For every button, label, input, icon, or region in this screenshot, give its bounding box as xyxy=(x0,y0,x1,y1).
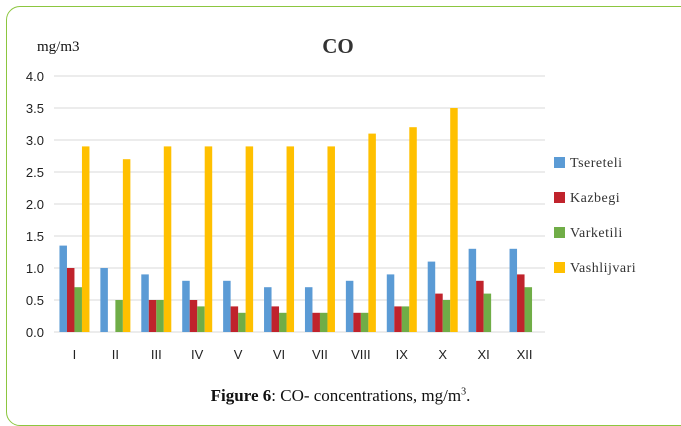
y-tick-label: 2.0 xyxy=(26,197,44,212)
y-tick-label: 3.5 xyxy=(26,101,44,116)
bar-vashlijvari-IX xyxy=(409,127,417,332)
bar-varketili-XII xyxy=(524,287,533,332)
x-tick-label: IV xyxy=(191,347,204,362)
bar-vashlijvari-I xyxy=(81,146,90,332)
chart-title: CO xyxy=(322,34,354,58)
x-tick-label: XII xyxy=(517,347,533,362)
bar-tsereteli-VII xyxy=(304,287,313,332)
caption-sup: 3 xyxy=(461,386,467,398)
caption-text: : CO- concentrations, mg/m xyxy=(271,386,462,405)
y-tick-label: 0.5 xyxy=(26,293,44,308)
bar-kazbegi-XII xyxy=(517,274,525,332)
y-tick-label: 2.5 xyxy=(26,165,44,180)
x-tick-label: VI xyxy=(273,347,285,362)
gridlines xyxy=(54,75,545,333)
legend-label: Vashlijvari xyxy=(570,261,636,276)
bar-kazbegi-IV xyxy=(189,300,198,332)
x-tick-label: X xyxy=(438,347,447,362)
co-bar-chart: mg/m3 CO 0.00.51.01.52.02.53.03.54.0 I II… xyxy=(26,34,636,362)
y-tick-label: 1.0 xyxy=(26,261,44,276)
x-tick-label: VII xyxy=(312,347,328,362)
y-tick-label: 0.0 xyxy=(26,325,44,340)
x-tick-label: XI xyxy=(477,347,489,362)
bar-kazbegi-III xyxy=(148,300,157,332)
bar-tsereteli-IX xyxy=(386,274,395,332)
bar-varketili-VIII xyxy=(360,312,369,332)
legend-swatch xyxy=(554,157,565,168)
figure-caption: Figure 6: CO- concentrations, mg/m3. xyxy=(0,386,681,406)
bar-vashlijvari-VIII xyxy=(368,133,376,332)
x-tick-label: II xyxy=(112,347,119,362)
bar-vashlijvari-X xyxy=(450,108,458,332)
bar-kazbegi-IX xyxy=(394,306,402,332)
bar-tsereteli-I xyxy=(59,245,67,332)
bar-varketili-XI xyxy=(483,293,492,332)
bar-kazbegi-VIII xyxy=(353,312,361,332)
bar-vashlijvari-VII xyxy=(327,146,335,332)
caption-end: . xyxy=(466,386,471,405)
bar-tsereteli-III xyxy=(141,274,149,332)
bar-tsereteli-X xyxy=(427,261,436,332)
bar-vashlijvari-V xyxy=(245,146,254,332)
bar-kazbegi-XI xyxy=(476,280,484,332)
bar-varketili-II xyxy=(115,300,123,332)
legend-label: Varketili xyxy=(570,226,623,241)
x-tick-label: VIII xyxy=(351,347,371,362)
bar-kazbegi-V xyxy=(230,306,239,332)
x-tick-label: I xyxy=(73,347,77,362)
bar-tsereteli-VIII xyxy=(345,280,354,332)
legend-swatch xyxy=(554,192,565,203)
bar-varketili-VI xyxy=(279,312,287,332)
caption-label: Figure 6 xyxy=(210,386,272,405)
bar-tsereteli-XII xyxy=(509,248,518,332)
bars xyxy=(59,108,533,332)
bar-varketili-IV xyxy=(197,306,205,332)
y-tick-label: 1.5 xyxy=(26,229,44,244)
legend-label: Kazbegi xyxy=(570,191,620,206)
legend-swatch xyxy=(554,227,565,238)
legend: Tsereteli Kazbegi Varketili Vashlijvari xyxy=(554,156,636,276)
bar-vashlijvari-III xyxy=(163,146,172,332)
bar-varketili-V xyxy=(238,312,246,332)
bar-kazbegi-VII xyxy=(312,312,320,332)
bar-tsereteli-II xyxy=(100,268,108,332)
y-tick-labels: 0.0 0.5 1.0 1.5 2.0 2.5 3.0 3.5 4.0 xyxy=(26,69,44,340)
bar-kazbegi-X xyxy=(435,293,443,332)
bar-tsereteli-VI xyxy=(264,287,272,332)
bar-vashlijvari-VI xyxy=(286,146,295,332)
bar-tsereteli-XI xyxy=(468,248,477,332)
bar-vashlijvari-II xyxy=(122,159,131,332)
x-tick-label: V xyxy=(234,347,243,362)
legend-label: Tsereteli xyxy=(570,156,623,171)
bar-varketili-I xyxy=(74,287,82,332)
y-axis-label: mg/m3 xyxy=(37,39,80,55)
y-tick-label: 4.0 xyxy=(26,69,44,84)
bar-varketili-X xyxy=(442,300,451,332)
bar-varketili-VII xyxy=(319,312,328,332)
x-tick-label: III xyxy=(151,347,162,362)
x-tick-label: IX xyxy=(396,347,409,362)
bar-vashlijvari-IV xyxy=(204,146,213,332)
bar-kazbegi-VI xyxy=(271,306,280,332)
x-tick-labels: I II III IV V VI VII VIII IX X XI XII xyxy=(73,347,533,362)
y-tick-label: 3.0 xyxy=(26,133,44,148)
bar-tsereteli-V xyxy=(223,280,231,332)
bar-tsereteli-IV xyxy=(182,280,190,332)
bar-varketili-IX xyxy=(401,306,410,332)
bar-kazbegi-I xyxy=(66,268,75,332)
legend-swatch xyxy=(554,262,565,273)
bar-varketili-III xyxy=(156,300,164,332)
